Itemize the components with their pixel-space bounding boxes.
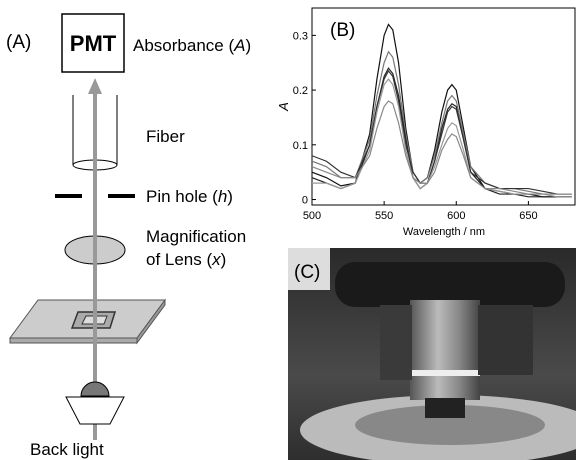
lens-label: Magnification [146, 227, 246, 246]
objective-tip [425, 398, 465, 418]
spectrum-line [311, 69, 572, 195]
objective [478, 305, 533, 375]
lens-label: of Lens (x) [146, 250, 226, 269]
pmt-box [61, 13, 125, 73]
spectrum-line [312, 78, 572, 198]
arrow-head [88, 78, 102, 94]
y-tick-label: 0 [302, 195, 308, 207]
spectrum-line [311, 100, 572, 195]
x-tick-label: 550 [375, 210, 393, 222]
y-tick-label: 0.1 [293, 140, 308, 152]
panel-label: (A) [6, 32, 31, 53]
panel-label: (C) [294, 262, 320, 283]
text: of Lens ( [146, 250, 212, 269]
panel-label: (B) [330, 20, 355, 41]
pinhole-label: Pin hole (h) [146, 187, 233, 206]
slide-edge [136, 298, 166, 345]
label-box [288, 248, 330, 290]
spectrum-line [311, 23, 572, 198]
symbol: h [218, 187, 227, 206]
pmt-label: PMT [70, 31, 117, 56]
slide-edge [9, 337, 138, 344]
backlight-label: Back light [30, 440, 104, 459]
symbol: A [233, 36, 245, 55]
turret [335, 262, 565, 307]
text: ) [221, 250, 227, 269]
y-tick-label: 0.3 [293, 30, 308, 42]
spectrum-line [311, 50, 572, 195]
x-tick-label: 600 [447, 210, 465, 222]
x-tick-label: 500 [303, 210, 321, 222]
plot-frame [311, 7, 576, 206]
chart: 0 0.1 0.2 0.3 500 550 600 650 Wavelength / nm A (B… [276, 7, 576, 238]
text: ) [227, 187, 233, 206]
lamp-base [65, 396, 125, 425]
absorbance-label: Absorbance (A) [133, 36, 251, 55]
objective [380, 305, 412, 380]
objective [410, 300, 480, 400]
text: ) [245, 36, 251, 55]
lamp [80, 381, 110, 397]
y-axis-label: A [276, 102, 291, 112]
stage-hole [355, 405, 545, 445]
objective-ring [410, 370, 480, 376]
y-tick-label: 0.2 [293, 85, 308, 97]
symbol: x [211, 250, 221, 269]
text: Pin hole ( [146, 187, 218, 206]
x-axis-label: Wavelength / nm [403, 226, 485, 238]
x-tick-label: 650 [519, 210, 537, 222]
fiber-label: Fiber [146, 127, 185, 146]
text: Absorbance ( [133, 36, 234, 55]
